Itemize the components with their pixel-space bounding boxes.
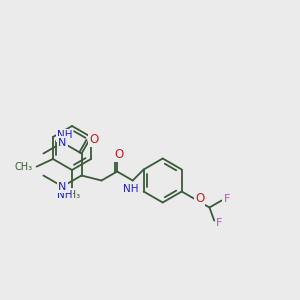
Text: N: N: [58, 137, 67, 148]
Text: NH: NH: [123, 184, 139, 194]
Text: NH: NH: [57, 130, 72, 140]
Text: NH: NH: [57, 190, 72, 200]
Text: CH₃: CH₃: [14, 162, 33, 172]
Text: F: F: [224, 194, 230, 203]
Text: CH₃: CH₃: [63, 190, 81, 200]
Text: F: F: [216, 218, 222, 228]
Text: O: O: [195, 192, 204, 205]
Text: O: O: [115, 148, 124, 161]
Text: N: N: [58, 182, 67, 191]
Text: O: O: [89, 133, 98, 146]
